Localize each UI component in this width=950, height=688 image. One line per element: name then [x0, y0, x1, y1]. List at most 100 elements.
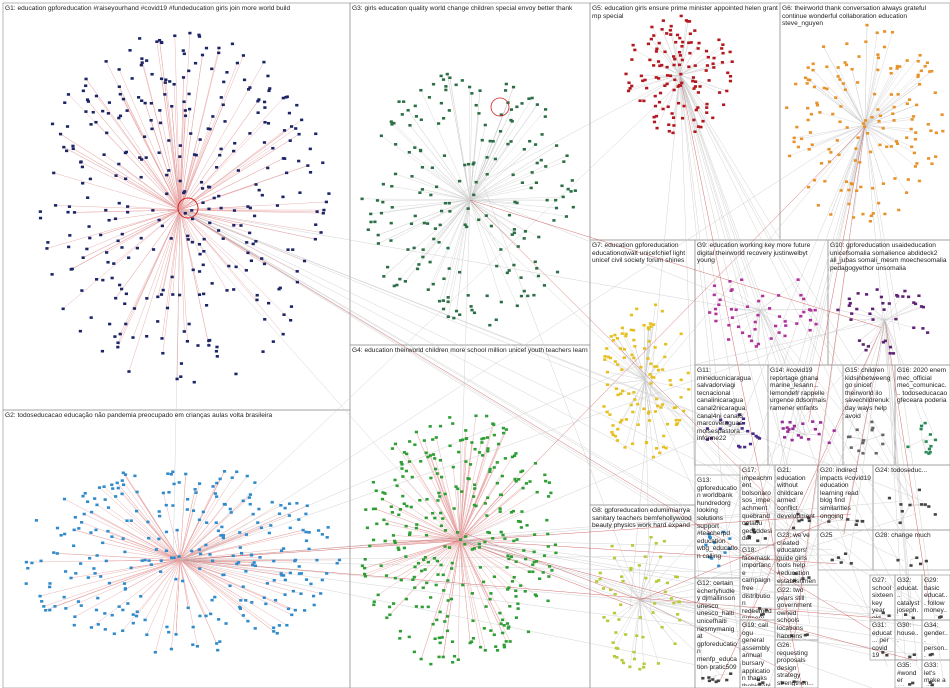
cross-edge: [849, 319, 886, 560]
node: [847, 202, 851, 206]
node: [652, 34, 656, 37]
node: [464, 460, 468, 463]
edge: [107, 531, 181, 561]
node: [891, 112, 895, 116]
edge: [81, 522, 181, 561]
node: [379, 564, 383, 568]
node: [728, 50, 732, 54]
hub-loop: [490, 97, 510, 117]
edge: [179, 209, 193, 243]
edge: [787, 431, 806, 436]
edge: [113, 209, 181, 264]
node: [792, 680, 796, 683]
cross-edge: [679, 74, 803, 688]
edge: [99, 487, 181, 561]
node: [477, 542, 481, 546]
node: [661, 19, 665, 22]
node: [441, 78, 446, 81]
edge: [639, 543, 657, 601]
node: [889, 93, 893, 96]
node: [512, 575, 516, 579]
node: [143, 618, 147, 622]
node: [503, 457, 507, 460]
node: [433, 227, 437, 230]
node: [240, 551, 244, 555]
edge: [425, 539, 461, 558]
node: [192, 380, 196, 384]
node: [477, 451, 482, 454]
node: [799, 137, 804, 141]
node: [669, 597, 673, 600]
node: [917, 83, 922, 86]
node: [390, 447, 395, 450]
node: [72, 528, 76, 532]
node: [790, 438, 794, 442]
node: [847, 188, 851, 192]
node: [860, 519, 864, 523]
node: [263, 120, 267, 124]
node: [688, 32, 692, 36]
node: [228, 584, 232, 588]
node: [388, 613, 392, 617]
node: [466, 207, 470, 210]
node: [892, 105, 896, 109]
node: [620, 326, 624, 330]
node: [887, 302, 891, 305]
node: [705, 102, 709, 106]
edge: [611, 336, 646, 381]
node: [489, 592, 493, 595]
node: [521, 486, 525, 490]
node: [402, 100, 406, 103]
node: [533, 593, 537, 596]
node: [145, 59, 149, 62]
node: [811, 62, 815, 66]
edge: [416, 431, 461, 541]
edge: [469, 159, 542, 201]
edge: [675, 42, 681, 76]
node: [232, 223, 236, 227]
node: [285, 95, 289, 99]
node: [408, 440, 412, 443]
node: [539, 158, 543, 162]
edge: [459, 539, 508, 568]
edge: [656, 74, 681, 129]
node: [263, 106, 267, 109]
node: [512, 263, 516, 267]
node: [83, 491, 87, 495]
edge: [469, 164, 474, 201]
node: [602, 616, 606, 619]
node: [672, 55, 676, 58]
node: [48, 585, 52, 589]
edge: [179, 119, 302, 211]
nodes: [24, 14, 945, 687]
node: [165, 173, 169, 177]
node: [120, 246, 124, 249]
edge: [630, 74, 681, 89]
node: [277, 624, 281, 627]
edge: [631, 379, 646, 406]
node: [917, 179, 922, 183]
node: [279, 572, 283, 575]
node: [711, 678, 715, 681]
node: [881, 442, 885, 446]
node: [424, 533, 429, 537]
node: [626, 89, 631, 93]
node: [787, 154, 792, 158]
node: [506, 626, 510, 630]
node: [507, 625, 511, 628]
edge: [679, 21, 689, 76]
edge: [448, 199, 471, 317]
node: [395, 484, 399, 488]
cross-edge: [679, 74, 740, 429]
node: [651, 455, 656, 459]
node: [419, 460, 423, 463]
edge: [364, 539, 461, 575]
group-label: G19: call ogu general assembly annual bu…: [742, 622, 771, 686]
edge: [179, 559, 189, 608]
node: [663, 84, 667, 88]
edge: [96, 95, 181, 211]
node: [652, 115, 656, 119]
node: [682, 409, 686, 413]
node: [889, 145, 893, 148]
node: [248, 132, 252, 135]
